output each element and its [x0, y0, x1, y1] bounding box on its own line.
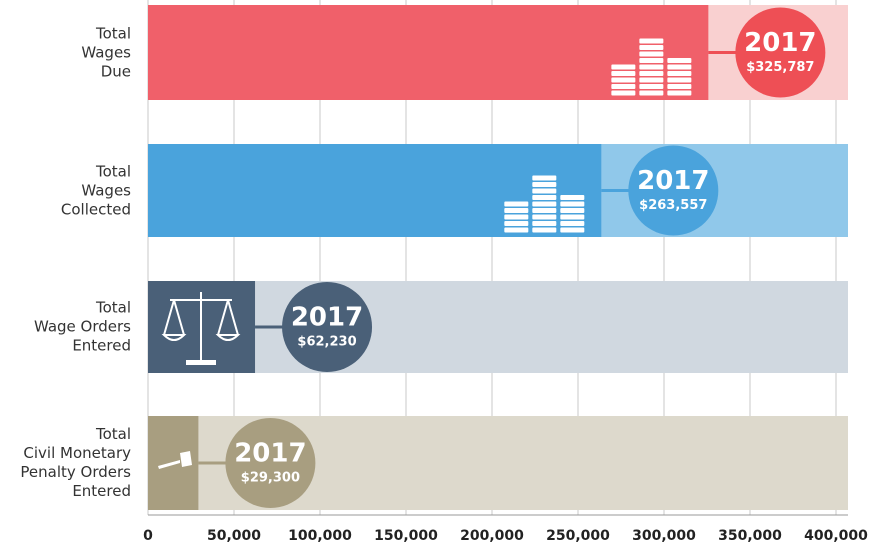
x-tick-label: 200,000: [460, 528, 524, 544]
coin: [639, 84, 664, 89]
value-badge: [735, 7, 826, 98]
series-name: 2017: [234, 439, 306, 469]
value-badge: [225, 418, 316, 508]
x-tick-label: 100,000: [288, 528, 352, 544]
series-name: 2017: [744, 28, 816, 58]
coin: [611, 84, 636, 89]
coin: [639, 51, 664, 57]
scale-icon: [161, 292, 241, 362]
coin-icon: [611, 38, 692, 96]
category-label: Total Wages Collected: [60, 162, 131, 218]
series-name: 2017: [291, 303, 363, 333]
coin: [667, 90, 692, 96]
x-tick-label: 250,000: [546, 528, 610, 544]
coin: [532, 188, 557, 194]
scale-part: [161, 299, 241, 341]
coin: [639, 64, 664, 70]
category-label: Total Civil Monetary Penalty Orders Ente…: [20, 425, 131, 500]
coin: [667, 84, 692, 89]
coin: [667, 64, 692, 70]
coin: [560, 208, 585, 213]
coin: [560, 195, 585, 200]
coin: [532, 182, 557, 187]
coin: [504, 201, 529, 207]
coin: [532, 195, 557, 200]
coin: [504, 208, 529, 213]
coin: [532, 201, 557, 207]
category-label: Total Wage Orders Entered: [33, 298, 131, 355]
gavel-icon: [158, 451, 192, 469]
coin: [667, 77, 692, 83]
coin: [532, 227, 557, 233]
value-label: $62,230: [297, 335, 356, 350]
coin: [639, 77, 664, 83]
coin-icon: [504, 175, 585, 233]
coin: [504, 214, 529, 220]
coin: [611, 90, 636, 96]
coin: [667, 71, 692, 76]
coin: [532, 221, 557, 226]
x-tick-label: 50,000: [207, 528, 261, 544]
x-tick-label: 150,000: [374, 528, 438, 544]
coin: [504, 227, 529, 233]
value-label: $325,787: [746, 60, 814, 75]
coin: [532, 175, 557, 181]
scale-part: [186, 360, 216, 365]
value-label: $263,557: [639, 198, 707, 213]
x-tick-label: 350,000: [718, 528, 782, 544]
category-label: Total Wages Due: [81, 24, 131, 80]
coin: [560, 227, 585, 233]
coin: [611, 77, 636, 83]
coin: [667, 58, 692, 63]
x-tick-label: 400,000: [804, 528, 868, 544]
coin: [532, 214, 557, 220]
coin: [560, 214, 585, 220]
coin: [560, 221, 585, 226]
x-tick-label: 300,000: [632, 528, 696, 544]
coin: [639, 45, 664, 50]
coin: [532, 208, 557, 213]
coin: [611, 71, 636, 76]
coin: [639, 71, 664, 76]
coin: [639, 38, 664, 44]
coin: [639, 58, 664, 63]
value-label: $29,300: [241, 471, 300, 486]
coin: [611, 64, 636, 70]
value-badge: [628, 145, 719, 236]
x-tick-label: 0: [143, 528, 153, 544]
series-name: 2017: [637, 166, 709, 196]
coin: [560, 201, 585, 207]
coin: [639, 90, 664, 96]
coin: [504, 221, 529, 226]
value-badge: [282, 282, 373, 372]
